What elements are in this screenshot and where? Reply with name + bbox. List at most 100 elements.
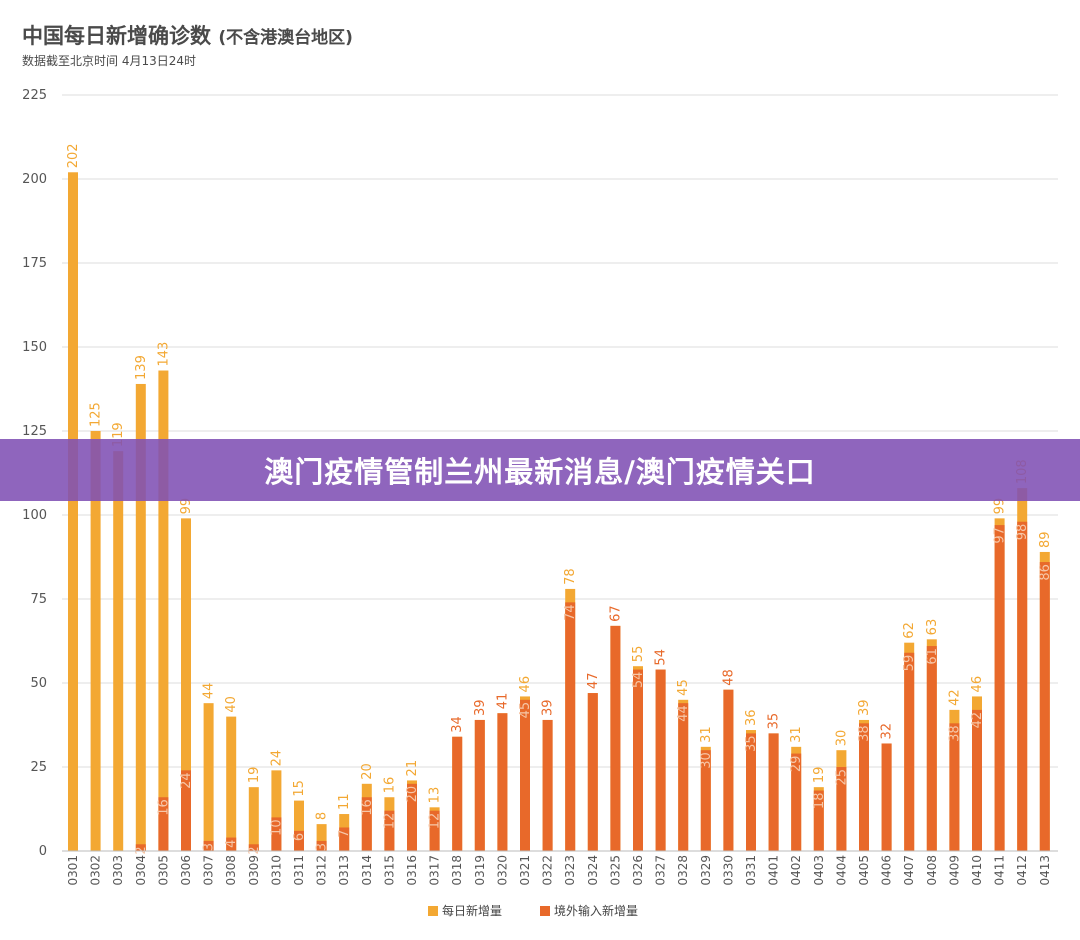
- bar-imported: [248, 844, 259, 851]
- chart-title-note: (不含港澳台地区): [218, 28, 353, 48]
- data-label-total: 46: [518, 676, 533, 693]
- x-tick-label: 0303: [111, 855, 125, 886]
- bar-imported: [339, 827, 350, 851]
- data-label-imported: 98: [1015, 524, 1030, 541]
- data-label-total: 45: [676, 679, 691, 696]
- bar-imported: [294, 830, 304, 851]
- data-label-imported: 4: [224, 840, 239, 848]
- bar-imported: [520, 699, 530, 851]
- data-label-total: 15: [292, 780, 307, 797]
- data-label-total: 21: [405, 760, 420, 777]
- x-tick-label: 0314: [360, 855, 374, 886]
- x-tick-label: 0410: [970, 855, 984, 886]
- x-tick-label: 0402: [789, 855, 803, 886]
- y-tick-label: 225: [22, 88, 47, 103]
- bar-imported: [859, 723, 869, 851]
- bar-imported: [316, 840, 327, 851]
- x-tick-label: 0324: [586, 855, 600, 886]
- data-label-imported: 97: [993, 527, 1008, 544]
- x-tick-label: 0327: [654, 855, 668, 886]
- x-tick-label: 0307: [202, 855, 216, 886]
- bar-imported: [452, 736, 463, 851]
- bar-imported: [587, 693, 598, 851]
- data-label-imported: 44: [676, 705, 691, 722]
- data-label-total: 31: [699, 726, 714, 743]
- y-tick-label: 150: [22, 340, 47, 355]
- bar-total: [271, 770, 282, 851]
- bar-total: [158, 370, 169, 851]
- bar-imported: [655, 669, 666, 851]
- x-tick-label: 0305: [156, 855, 170, 886]
- legend-label-total: 每日新增量: [442, 903, 502, 918]
- data-label-total: 41: [495, 693, 510, 710]
- bar-total: [181, 518, 191, 851]
- data-label-total: 39: [473, 699, 488, 716]
- bar-imported: [791, 753, 802, 851]
- bar-total: [316, 824, 327, 851]
- data-label-total: 31: [789, 726, 804, 743]
- bar-imported: [700, 750, 711, 851]
- data-label-imported: 3: [315, 843, 330, 851]
- x-tick-label: 0322: [541, 855, 555, 886]
- bar-imported: [203, 840, 214, 851]
- data-label-total: 40: [224, 696, 239, 713]
- bar-imported: [972, 709, 982, 851]
- data-label-total: 42: [947, 689, 962, 706]
- bar-imported: [429, 810, 440, 851]
- data-label-imported: 18: [812, 793, 827, 810]
- bar-total: [203, 703, 214, 851]
- y-tick-label: 75: [30, 592, 47, 607]
- y-tick-label: 125: [22, 424, 47, 439]
- bar-imported: [949, 723, 960, 851]
- x-tick-label: 0321: [518, 855, 532, 886]
- x-tick-label: 0411: [993, 855, 1007, 886]
- data-label-total: 202: [66, 143, 81, 168]
- data-label-imported: 16: [360, 799, 375, 816]
- bar-total: [294, 800, 304, 851]
- data-label-total: 44: [202, 683, 217, 700]
- bar-total: [113, 451, 124, 851]
- bar-total: [226, 716, 237, 851]
- x-tick-label: 0311: [292, 855, 306, 886]
- legend-swatch-imported: [540, 906, 550, 916]
- data-label-imported: 2: [134, 846, 149, 854]
- data-label-total: 139: [134, 355, 149, 380]
- data-label-total: 39: [857, 699, 872, 716]
- x-tick-label: 0315: [382, 855, 396, 886]
- x-tick-label: 0408: [925, 855, 939, 886]
- data-label-imported: 45: [518, 702, 533, 719]
- bar-total: [90, 431, 101, 851]
- data-label-imported: 7: [337, 829, 352, 837]
- x-tick-label: 0409: [947, 855, 961, 886]
- y-tick-label: 100: [22, 508, 47, 523]
- bar-imported: [384, 810, 395, 851]
- y-tick-label: 200: [22, 172, 47, 187]
- data-label-total: 99: [993, 498, 1008, 515]
- data-label-total: 54: [654, 649, 669, 666]
- data-label-total: 99: [179, 498, 194, 515]
- x-tick-label: 0323: [563, 855, 577, 886]
- x-tick-label: 0401: [767, 855, 781, 886]
- bar-imported: [181, 770, 191, 851]
- data-label-total: 30: [834, 730, 849, 747]
- y-tick-label: 175: [22, 256, 47, 271]
- y-tick-label: 50: [30, 676, 47, 691]
- x-tick-label: 0319: [473, 855, 487, 886]
- bar-imported: [723, 689, 734, 851]
- x-tick-label: 0330: [721, 855, 735, 886]
- data-label-imported: 6: [292, 833, 307, 841]
- data-label-imported: 25: [834, 769, 849, 786]
- data-label-imported: 10: [269, 819, 284, 836]
- data-label-imported: 12: [428, 813, 443, 830]
- bar-imported: [1017, 521, 1028, 851]
- bar-imported: [836, 767, 847, 851]
- bar-imported: [565, 602, 576, 851]
- bar-imported: [746, 733, 756, 851]
- bar-imported: [271, 817, 282, 851]
- data-label-imported: 2: [247, 846, 262, 854]
- data-label-total: 78: [563, 568, 578, 585]
- data-label-total: 34: [450, 716, 465, 733]
- x-tick-label: 0328: [676, 855, 690, 886]
- data-label-imported: 29: [789, 756, 804, 773]
